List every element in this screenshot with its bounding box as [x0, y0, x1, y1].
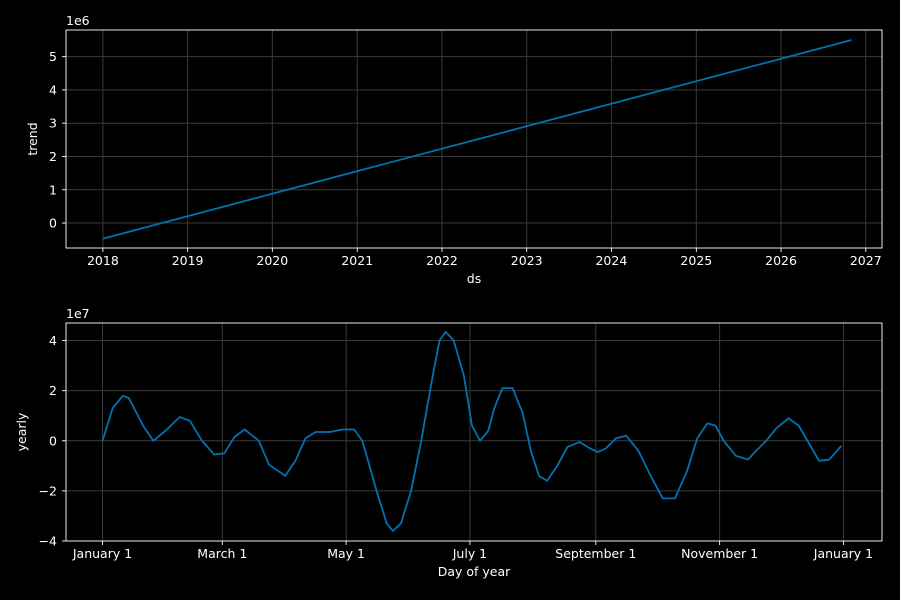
x-axis-label: ds	[467, 271, 481, 286]
x-tick-label: May 1	[327, 546, 365, 561]
y-offset-label: 1e6	[66, 13, 90, 28]
y-tick-label: 0	[49, 433, 57, 448]
y-tick-label: 2	[49, 149, 57, 164]
x-tick-label: 2023	[511, 253, 543, 268]
plot-area	[66, 323, 882, 541]
y-axis-label: yearly	[14, 412, 29, 451]
x-tick-label: January 1	[72, 546, 132, 561]
trend-panel: 2018 2019 2020 2021 2022 2023 2024 2025 2026 2027…	[25, 13, 883, 286]
x-tick-label: 2020	[256, 253, 288, 268]
x-tick-label: 2027	[850, 253, 882, 268]
x-tick-label: 2026	[765, 253, 797, 268]
x-tick-label: 2022	[426, 253, 458, 268]
x-tick-label: 2024	[595, 253, 627, 268]
y-offset-label: 1e7	[66, 306, 90, 321]
trend-series-line	[102, 39, 852, 240]
y-tick-label: 4	[49, 333, 57, 348]
x-tick-label: September 1	[555, 546, 636, 561]
yearly-panel: January 1 March 1 May 1 July 1 September 1 No…	[14, 306, 883, 579]
x-tick-label: July 1	[452, 546, 487, 561]
axes-frame	[65, 29, 883, 249]
y-tick-label: −4	[39, 534, 57, 549]
y-tick-label: 3	[49, 116, 57, 131]
x-axis-label: Day of year	[438, 564, 511, 579]
y-tick-label: 0	[49, 216, 57, 231]
y-tick-label: 4	[49, 82, 57, 97]
y-tick-label: 5	[49, 49, 57, 64]
x-tick-label: 2018	[87, 253, 119, 268]
x-tick-label: March 1	[197, 546, 247, 561]
y-axis-label: trend	[25, 122, 40, 155]
y-tick-label: −2	[39, 483, 57, 498]
x-tick-label: 2019	[172, 253, 204, 268]
axes-frame	[65, 322, 883, 542]
x-tick-label: 2025	[680, 253, 712, 268]
x-tick-label: November 1	[681, 546, 758, 561]
x-tick-label: 2021	[341, 253, 373, 268]
y-tick-label: 1	[49, 182, 57, 197]
x-tick-label: January 1	[813, 546, 873, 561]
y-tick-label: 2	[49, 383, 57, 398]
yearly-series-line	[101, 330, 843, 532]
